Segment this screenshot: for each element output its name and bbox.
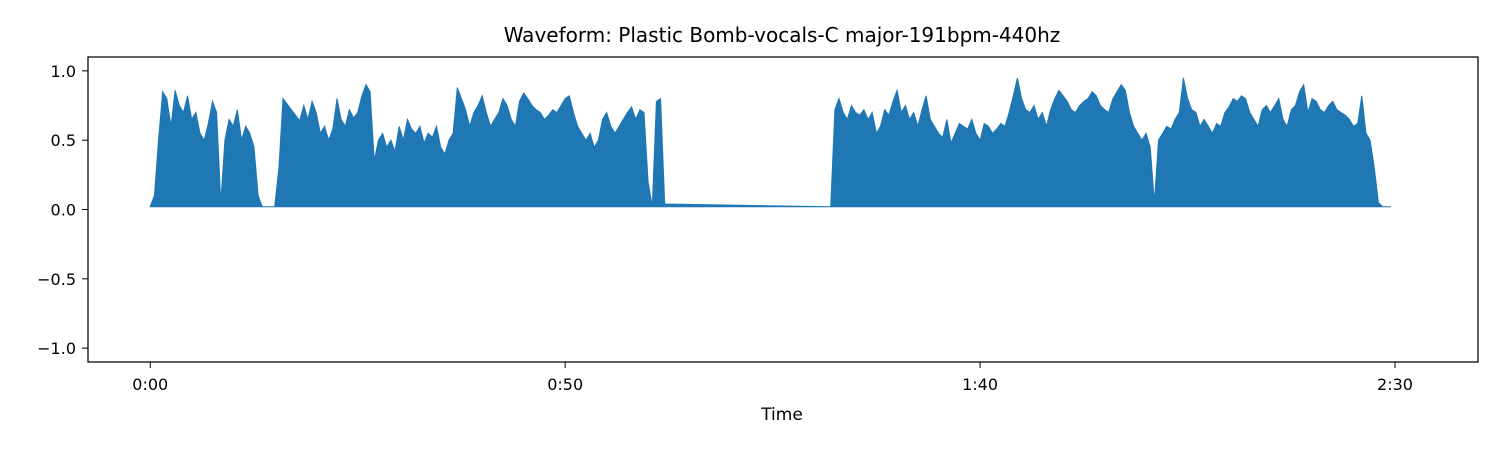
waveform-series: [149, 77, 1391, 208]
y-tick-label: −0.5: [37, 270, 76, 289]
x-tick-label: 0:50: [547, 375, 583, 394]
plot-area: [149, 77, 1391, 208]
x-tick-label: 1:40: [962, 375, 998, 394]
x-axis-label: Time: [760, 405, 803, 425]
x-tick-label: 2:30: [1377, 375, 1413, 394]
chart-title: Waveform: Plastic Bomb-vocals-C major-19…: [504, 23, 1061, 47]
x-axis: 0:00 0:50 1:40 2:30: [132, 362, 1413, 394]
y-tick-label: 1.0: [51, 62, 76, 81]
y-tick-label: −1.0: [37, 339, 76, 358]
y-axis: 1.0 0.5 0.0 −0.5 −1.0: [37, 62, 88, 358]
x-tick-label: 0:00: [132, 375, 168, 394]
y-tick-label: 0.0: [51, 201, 76, 220]
y-tick-label: 0.5: [51, 131, 76, 150]
plot-frame: [87, 56, 1479, 363]
